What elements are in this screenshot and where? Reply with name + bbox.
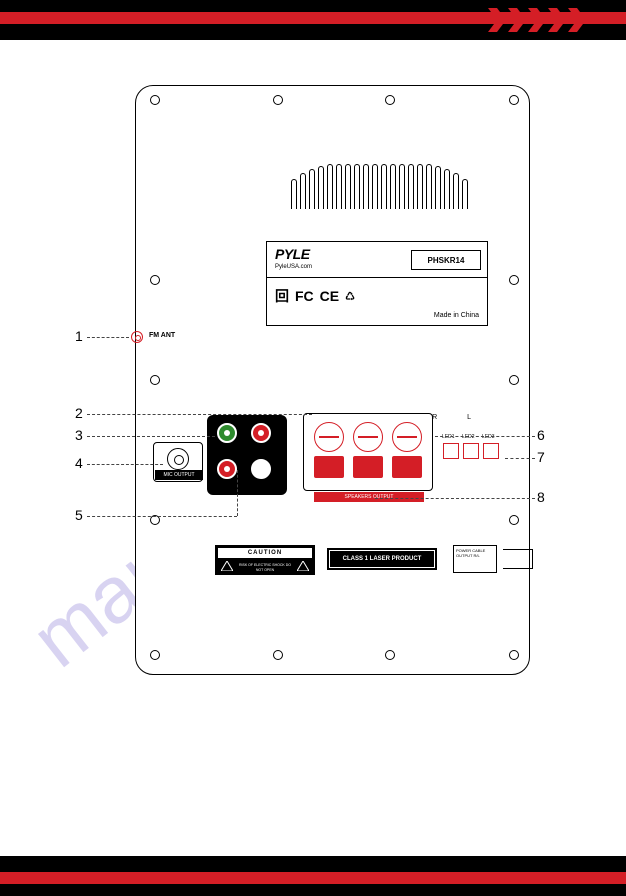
- screw-hole: [509, 95, 519, 105]
- warning-triangle-icon: [221, 561, 233, 571]
- screw-hole: [509, 275, 519, 285]
- led-row: LED1 LED2 LED3: [443, 443, 499, 459]
- screw-hole: [273, 95, 283, 105]
- callout-4: 4: [75, 455, 83, 471]
- rca-port-l: [217, 423, 237, 443]
- screw-hole: [385, 95, 395, 105]
- speaker-tab: [314, 456, 344, 478]
- screw-hole: [509, 650, 519, 660]
- speaker-output-label: SPEAKERS OUTPUT: [314, 492, 424, 502]
- speaker-terminal-icon: [353, 422, 383, 452]
- made-in-label: Made in China: [434, 312, 479, 319]
- certification-row: 回 FC CE ♺: [275, 286, 479, 306]
- chevron-icon: [488, 8, 506, 32]
- screw-hole: [150, 650, 160, 660]
- speaker-tab: [353, 456, 383, 478]
- screw-hole: [509, 375, 519, 385]
- banner-stripe-black-2: [0, 884, 626, 896]
- speaker-tab: [392, 456, 422, 478]
- vent-grille: [291, 164, 471, 209]
- power-cable-label: POWER CABLE OUTPUT R/L: [453, 545, 497, 573]
- led-indicator: LED1: [443, 443, 459, 459]
- speaker-output-block: SPEAKERS OUTPUT: [303, 413, 433, 491]
- fm-antenna-port: [131, 331, 143, 343]
- caution-title: CAUTION: [218, 548, 312, 558]
- bottom-banner: [0, 856, 626, 896]
- rear-panel-diagram: PYLE PyleUSA.com PHSKR14 回 FC CE ♺ Made …: [75, 75, 545, 775]
- callout-line: [435, 436, 535, 437]
- product-label: PYLE PyleUSA.com PHSKR14 回 FC CE ♺ Made …: [266, 241, 488, 326]
- callout-6: 6: [537, 427, 545, 443]
- callout-line: [237, 470, 238, 516]
- brand-name: PYLE: [275, 246, 310, 262]
- caution-label: CAUTION RISK OF ELECTRIC SHOCK DO NOT OP…: [215, 545, 315, 575]
- callout-line: [375, 498, 535, 499]
- fm-antenna-label: FM ANT: [149, 332, 175, 339]
- led-indicator: LED3: [483, 443, 499, 459]
- callout-line: [87, 337, 129, 338]
- callout-5: 5: [75, 507, 83, 523]
- rca-port-in: [251, 459, 271, 479]
- callout-2: 2: [75, 405, 83, 421]
- screw-hole: [150, 95, 160, 105]
- callout-line: [87, 516, 237, 517]
- screw-hole: [385, 650, 395, 660]
- brand-url: PyleUSA.com: [275, 264, 312, 270]
- fcc-icon: FC: [295, 288, 314, 304]
- callout-8: 8: [537, 489, 545, 505]
- caution-text: RISK OF ELECTRIC SHOCK DO NOT OPEN: [237, 563, 293, 573]
- callout-7: 7: [537, 449, 545, 465]
- callout-line: [87, 464, 163, 465]
- mic-output-block: MIC OUTPUT: [155, 450, 203, 480]
- laser-product-label: CLASS 1 LASER PRODUCT: [327, 548, 437, 570]
- mic-label: MIC OUTPUT: [155, 470, 203, 480]
- speaker-terminal-icon: [314, 422, 344, 452]
- speaker-label-l: L: [467, 414, 471, 421]
- power-label-text: POWER CABLE OUTPUT R/L: [456, 548, 496, 558]
- screw-hole: [150, 375, 160, 385]
- screw-hole: [273, 650, 283, 660]
- ce-icon: CE: [320, 288, 339, 304]
- device-panel-outline: PYLE PyleUSA.com PHSKR14 回 FC CE ♺ Made …: [135, 85, 530, 675]
- callout-line: [505, 458, 535, 459]
- warning-triangle-icon: [297, 561, 309, 571]
- led-indicator: LED2: [463, 443, 479, 459]
- chevron-icon: [548, 8, 566, 32]
- mic-jack-icon: [167, 448, 189, 470]
- chevron-icon: [508, 8, 526, 32]
- callout-1: 1: [75, 328, 83, 344]
- callout-line: [87, 414, 312, 415]
- speaker-terminal-icon: [392, 422, 422, 452]
- rca-port-aux: [217, 459, 237, 479]
- rca-port-r: [251, 423, 271, 443]
- top-banner: [0, 0, 626, 40]
- callout-3: 3: [75, 427, 83, 443]
- chevron-icon: [528, 8, 546, 32]
- cert-icon: 回: [275, 286, 289, 306]
- rca-input-block: [207, 415, 287, 495]
- callout-line: [87, 436, 215, 437]
- screw-hole: [150, 275, 160, 285]
- chevron-icon: [568, 8, 586, 32]
- banner-stripe-black: [0, 856, 626, 872]
- banner-stripe-red: [0, 872, 626, 884]
- model-number: PHSKR14: [411, 250, 481, 270]
- brand-row: PYLE PyleUSA.com PHSKR14: [267, 242, 487, 278]
- chevron-group: [488, 8, 586, 32]
- screw-hole: [509, 515, 519, 525]
- power-cable-cutout: [503, 549, 533, 569]
- weee-icon: ♺: [345, 290, 355, 303]
